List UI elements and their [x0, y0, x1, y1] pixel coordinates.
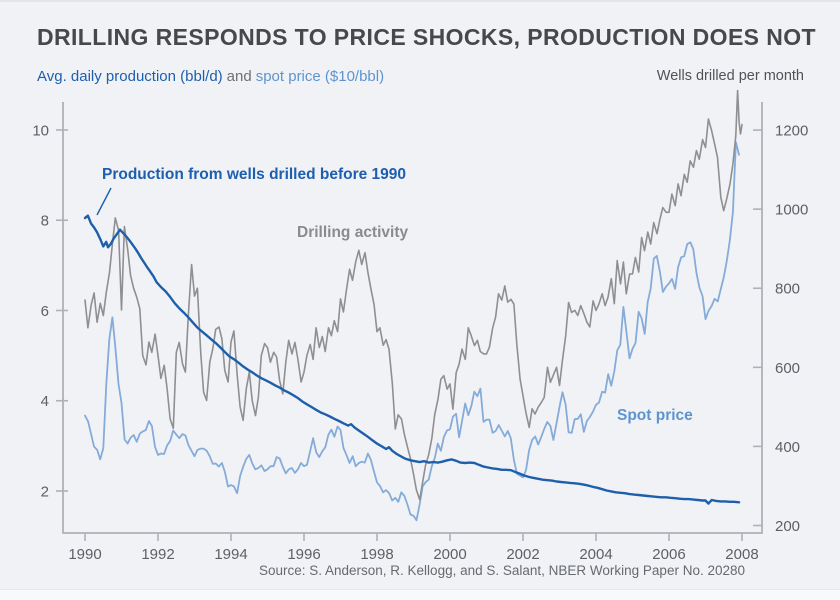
bottom-strip: [0, 589, 840, 600]
left-axis-tick-label: 8: [41, 213, 49, 230]
right-axis-tick-label: 800: [775, 281, 800, 298]
left-axis-tick-label: 2: [41, 483, 49, 500]
spot-price-line: [84, 141, 740, 522]
source-note: Source: S. Anderson, R. Kellogg, and S. …: [258, 563, 745, 578]
x-axis-tick-label: 2008: [725, 546, 758, 563]
spot-price-series-label: Spot price: [617, 407, 693, 424]
left-axis-caption: Avg. daily production (bbl/d) and spot pri…: [37, 68, 384, 85]
left-axis-caption-spot: spot price ($10/bbl): [255, 68, 385, 85]
right-axis-tick-label: 1000: [775, 202, 808, 219]
drilling-activity-line: [84, 89, 743, 501]
right-axis-tick-label: 1200: [775, 123, 808, 140]
x-axis-tick-label: 2006: [652, 546, 685, 563]
right-axis-caption: Wells drilled per month: [656, 68, 804, 84]
left-axis-tick-label: 10: [32, 122, 49, 139]
production-series-label: Production from wells drilled before 199…: [102, 166, 407, 183]
x-axis-tick-label: 1990: [68, 546, 101, 563]
left-axis-tick-label: 6: [41, 303, 49, 320]
x-axis-tick-label: 1992: [141, 546, 174, 563]
left-axis-caption-connector: and: [226, 68, 252, 85]
right-axis-tick-label: 600: [775, 360, 800, 377]
x-axis-tick-label: 2002: [506, 546, 539, 563]
right-axis-tick-label: 400: [775, 439, 800, 456]
x-axis-tick-label: 2004: [579, 546, 612, 563]
x-axis-tick-label: 2000: [433, 546, 466, 563]
right-axis-tick-label: 200: [775, 518, 800, 535]
x-axis-tick-label: 1994: [214, 546, 247, 563]
production-label-leader-line: [96, 187, 112, 216]
axis-frame: [62, 102, 763, 534]
chart-title: DRILLING RESPONDS TO PRICE SHOCKS, PRODU…: [37, 24, 816, 50]
x-axis-tick-label: 1996: [287, 546, 320, 563]
production-line: [83, 214, 741, 505]
x-axis-tick-label: 1998: [360, 546, 393, 563]
left-axis-caption-production: Avg. daily production (bbl/d): [37, 68, 223, 85]
left-axis-tick-label: 4: [41, 393, 49, 410]
drilling-series-label: Drilling activity: [297, 224, 409, 241]
